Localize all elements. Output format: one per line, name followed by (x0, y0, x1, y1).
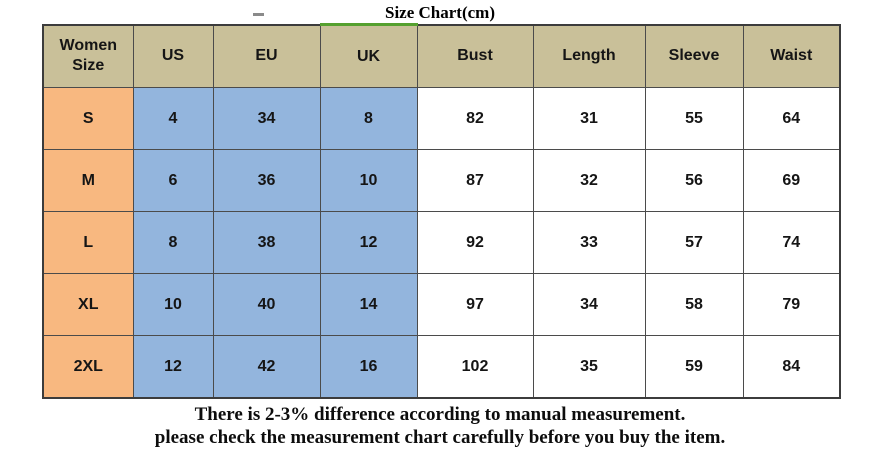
value-cell-bust: 82 (416, 87, 534, 150)
size-label-cell: XL (42, 273, 134, 336)
value-cell-bust: 97 (416, 273, 534, 336)
value-cell-us: 4 (132, 87, 214, 150)
value-cell-bust: 102 (416, 335, 534, 399)
value-cell-sleeve: 56 (644, 149, 744, 212)
value-cell-eu: 42 (212, 335, 321, 399)
header-waist: Waist (742, 24, 841, 88)
value-cell-length: 35 (532, 335, 646, 399)
value-cell-uk: 12 (319, 211, 418, 274)
value-cell-bust: 92 (416, 211, 534, 274)
header-sleeve: Sleeve (644, 24, 744, 88)
note-line-1: There is 2-3% difference according to ma… (194, 404, 686, 425)
value-cell-sleeve: 58 (644, 273, 744, 336)
table-row-xl: XL 10 40 14 97 34 58 79 (42, 273, 841, 336)
size-label-cell: 2XL (42, 335, 134, 399)
value-cell-us: 10 (132, 273, 214, 336)
header-uk: UK (319, 23, 418, 88)
value-cell-waist: 69 (742, 149, 841, 212)
table-row-2xl: 2XL 12 42 16 102 35 59 84 (42, 335, 841, 399)
value-cell-us: 12 (132, 335, 214, 399)
size-label-cell: M (42, 149, 134, 212)
value-cell-uk: 10 (319, 149, 418, 212)
value-cell-length: 31 (532, 87, 646, 150)
value-cell-sleeve: 55 (644, 87, 744, 150)
value-cell-length: 33 (532, 211, 646, 274)
size-chart-table: Women Size US EU UK Bust Length Sleeve W… (42, 23, 841, 399)
measurement-note: There is 2-3% difference according to ma… (0, 403, 880, 449)
size-label-cell: S (42, 87, 134, 150)
header-bust: Bust (416, 24, 534, 88)
table-row-l: L 8 38 12 92 33 57 74 (42, 211, 841, 274)
header-us: US (132, 24, 214, 88)
value-cell-eu: 34 (212, 87, 321, 150)
value-cell-us: 6 (132, 149, 214, 212)
header-row: Women Size US EU UK Bust Length Sleeve W… (42, 23, 841, 88)
value-cell-waist: 84 (742, 335, 841, 399)
header-length: Length (532, 24, 646, 88)
smudge-artifact (253, 13, 264, 16)
value-cell-eu: 36 (212, 149, 321, 212)
value-cell-uk: 14 (319, 273, 418, 336)
value-cell-waist: 79 (742, 273, 841, 336)
size-label-cell: L (42, 211, 134, 274)
value-cell-waist: 64 (742, 87, 841, 150)
value-cell-eu: 40 (212, 273, 321, 336)
value-cell-us: 8 (132, 211, 214, 274)
value-cell-sleeve: 59 (644, 335, 744, 399)
value-cell-eu: 38 (212, 211, 321, 274)
note-line-2: please check the measurement chart caref… (154, 427, 726, 448)
value-cell-bust: 87 (416, 149, 534, 212)
value-cell-uk: 8 (319, 87, 418, 150)
value-cell-length: 34 (532, 273, 646, 336)
value-cell-waist: 74 (742, 211, 841, 274)
header-eu: EU (212, 24, 321, 88)
header-women-size: Women Size (42, 24, 134, 88)
value-cell-sleeve: 57 (644, 211, 744, 274)
value-cell-length: 32 (532, 149, 646, 212)
table-row-m: M 6 36 10 87 32 56 69 (42, 149, 841, 212)
chart-title: Size Chart(cm) (385, 3, 495, 22)
value-cell-uk: 16 (319, 335, 418, 399)
table-row-s: S 4 34 8 82 31 55 64 (42, 87, 841, 150)
